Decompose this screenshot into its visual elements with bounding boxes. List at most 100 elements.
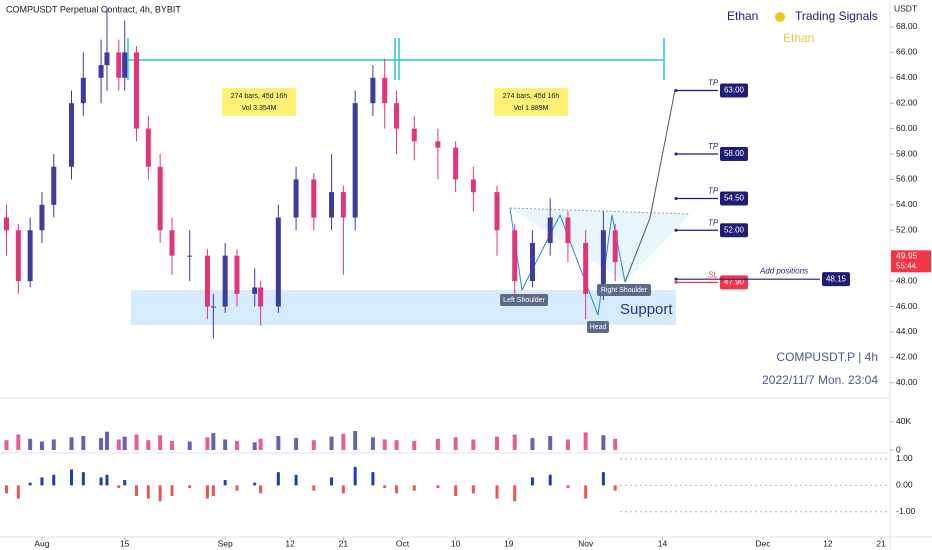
volume-bar xyxy=(258,438,263,450)
level-label: 58.00 xyxy=(724,149,745,158)
last-price-label: 49.95 xyxy=(896,251,918,261)
oscillator-bar xyxy=(28,482,32,486)
candle-body xyxy=(275,217,281,307)
y-unit: USDT xyxy=(894,3,917,13)
projection-arrow xyxy=(624,89,676,283)
volume-bar xyxy=(69,437,74,450)
level-name: TP xyxy=(708,187,719,196)
oscillator-bar xyxy=(412,485,416,491)
y-tick-label: 52.00 xyxy=(896,225,918,235)
timestamp: 2022/11/7 Mon. 23:04 xyxy=(762,373,878,387)
oscillator-bar xyxy=(395,485,399,494)
oscillator-bar xyxy=(601,472,605,486)
oscillator-bar xyxy=(341,485,345,494)
y-tick-label: 46.00 xyxy=(896,301,918,311)
level-box xyxy=(822,272,850,287)
pattern-label: Head xyxy=(590,324,607,331)
y-tick-label: 64.00 xyxy=(896,72,918,82)
level-dot xyxy=(674,228,678,232)
level-dot xyxy=(674,88,678,92)
candle-body xyxy=(187,255,193,257)
volume-bar xyxy=(234,440,239,450)
candle-body xyxy=(370,77,376,104)
candle-body xyxy=(583,242,589,294)
candle-body xyxy=(169,230,175,256)
volume-bar xyxy=(122,436,127,450)
signature-icon xyxy=(775,12,785,22)
pattern-label-box xyxy=(500,294,548,306)
candle-body xyxy=(494,192,500,231)
candle-body xyxy=(340,192,346,218)
volume-bar xyxy=(205,437,210,450)
volume-bar xyxy=(81,435,86,450)
candle-body xyxy=(210,306,216,308)
oscillator-bar xyxy=(188,485,192,489)
last-price-box xyxy=(891,250,931,273)
candle-body xyxy=(411,128,417,142)
level-name: TP xyxy=(708,218,719,227)
x-tick-label: 21 xyxy=(876,538,886,548)
candle-body xyxy=(134,52,140,129)
y-tick-label: 48.00 xyxy=(896,275,918,285)
volume-bar xyxy=(370,437,375,450)
candle-body xyxy=(122,52,128,78)
candle-body xyxy=(145,128,151,167)
oscillator-bar xyxy=(5,485,9,494)
x-tick-label: Oct xyxy=(396,538,410,548)
candle-body xyxy=(204,255,210,307)
oscillator-bar xyxy=(330,477,334,486)
oscillator-bar xyxy=(205,485,209,499)
y-tick-label: 66.00 xyxy=(896,47,918,57)
oscillator-bar xyxy=(371,472,375,486)
candle-body xyxy=(382,77,388,104)
candle-body xyxy=(470,179,476,193)
candle-body xyxy=(15,230,21,282)
oscillator-bar xyxy=(81,472,85,486)
candle-body xyxy=(69,103,75,167)
chart-title: COMPUSDT Perpetual Contract, 4h, BYBIT xyxy=(6,4,181,14)
volume-bar xyxy=(453,437,458,450)
pattern-label: Right Shoulder xyxy=(601,287,648,294)
oscillator-bar xyxy=(70,469,74,486)
level-dot xyxy=(674,280,678,284)
oscillator-bar xyxy=(105,474,109,486)
level-name: SL xyxy=(708,270,718,279)
volume-bar xyxy=(294,438,299,450)
candle-body xyxy=(311,179,317,218)
volume-tick-label: 0 xyxy=(896,444,901,454)
symbol-info: COMPUSDT.P | 4h xyxy=(776,350,878,364)
candle-body xyxy=(547,217,553,243)
x-tick-label: 10 xyxy=(451,538,461,548)
candle-body xyxy=(234,255,240,294)
y-tick-label: 44.00 xyxy=(896,326,918,336)
x-tick-label: 14 xyxy=(658,538,668,548)
volume-bar xyxy=(252,442,257,450)
level-dot xyxy=(674,277,678,281)
oscillator-bar xyxy=(383,485,387,489)
level-label: 48.15 xyxy=(826,274,847,283)
oscillator-bar xyxy=(548,474,552,486)
pattern-label-box xyxy=(597,284,651,296)
oscillator-bar xyxy=(471,485,475,494)
candle-body xyxy=(252,287,258,294)
oscillator-bar xyxy=(123,480,127,486)
measure-vol: Vol 1.889M xyxy=(513,105,548,112)
candle-body xyxy=(394,103,400,129)
oscillator-bar xyxy=(117,485,121,489)
oscillator-bar xyxy=(312,485,316,491)
y-tick-label: 56.00 xyxy=(896,174,918,184)
oscillator-bar xyxy=(170,485,174,496)
oscillator-bar xyxy=(40,477,44,486)
candle-body xyxy=(157,166,163,231)
y-tick-label: 40.00 xyxy=(896,377,918,387)
volume-bar xyxy=(530,438,535,450)
y-tick-label: 60.00 xyxy=(896,123,918,133)
candle-body xyxy=(116,52,122,78)
measure-box xyxy=(222,88,296,116)
volume-bar xyxy=(394,440,399,450)
volume-bar xyxy=(512,434,517,450)
volume-bar xyxy=(353,431,358,450)
oscillator-bar xyxy=(223,480,227,486)
candle-body xyxy=(565,217,571,243)
